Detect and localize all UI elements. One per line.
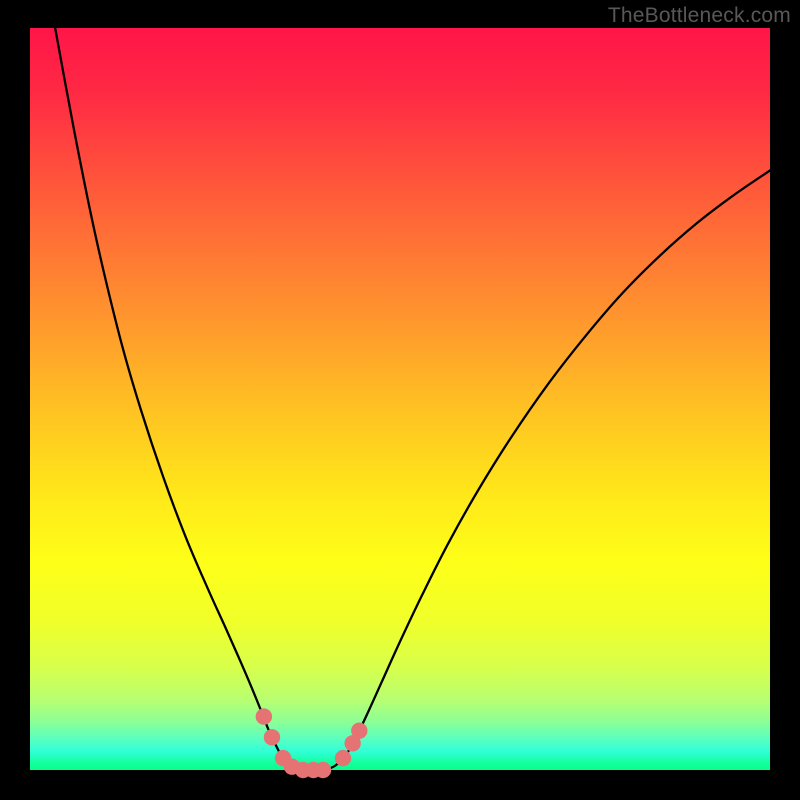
chart-background-gradient	[30, 28, 770, 770]
marker-point	[335, 750, 351, 766]
bottleneck-chart	[0, 0, 800, 800]
marker-point	[256, 708, 272, 724]
marker-point	[315, 762, 331, 778]
marker-point	[351, 722, 367, 738]
marker-point	[264, 729, 280, 745]
